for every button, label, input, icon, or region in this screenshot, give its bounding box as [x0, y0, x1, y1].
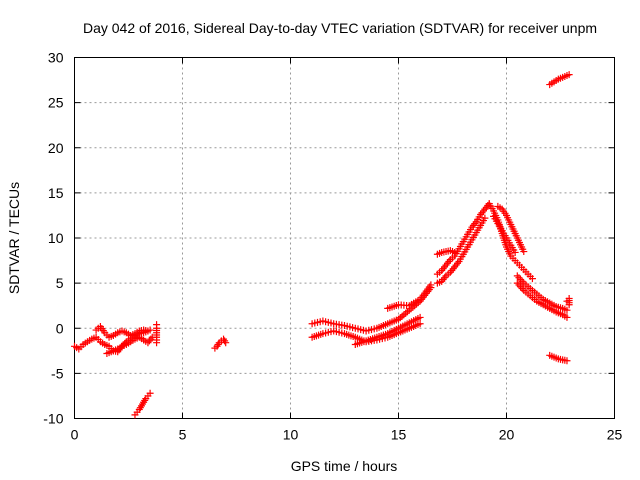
data-point-trail	[221, 337, 229, 345]
data-points	[71, 71, 573, 419]
data-point-trail	[515, 274, 523, 282]
data-point-trail	[517, 283, 525, 291]
data-point-trail	[517, 276, 525, 284]
data-point	[427, 281, 435, 289]
y-tick-label: 10	[48, 230, 64, 246]
axis-ticks: 0 5 10 15 20 25 -10 -5 0 5 10 15 20 25 30	[43, 50, 622, 443]
data-point-trail	[518, 277, 526, 285]
data-point-trail	[515, 281, 523, 289]
data-point-trail	[119, 341, 127, 349]
chart-title: Day 042 of 2016, Sidereal Day-to-day VTE…	[83, 20, 597, 36]
x-tick-label: 10	[283, 427, 299, 443]
data-point	[146, 389, 154, 397]
grid-lines	[74, 57, 615, 419]
data-point-trail	[214, 340, 222, 348]
data-point-trail	[121, 339, 129, 347]
data-point	[565, 71, 573, 79]
data-point	[513, 272, 521, 280]
data-point	[563, 306, 571, 314]
data-point	[116, 344, 124, 352]
y-tick-label: 0	[56, 320, 64, 336]
y-tick-label: 30	[48, 50, 64, 66]
x-tick-label: 15	[391, 427, 407, 443]
y-tick-label: 25	[48, 95, 64, 111]
y-tick-label: 5	[56, 275, 64, 291]
data-point	[563, 313, 571, 321]
y-tick-label: -10	[43, 411, 63, 427]
x-axis-label: GPS time / hours	[291, 458, 398, 474]
data-point	[528, 275, 536, 283]
x-tick-label: 0	[71, 427, 79, 443]
y-tick-label: 15	[48, 185, 64, 201]
y-axis-label: SDTVAR / TECUs	[6, 182, 22, 294]
data-point	[146, 326, 154, 334]
data-point	[513, 279, 521, 287]
data-point	[416, 320, 424, 328]
data-point	[153, 321, 161, 329]
data-point	[416, 313, 424, 321]
data-point-trail	[518, 285, 526, 293]
y-tick-label: 20	[48, 140, 64, 156]
data-point	[222, 339, 230, 347]
data-point	[520, 248, 528, 256]
y-tick-label: -5	[51, 365, 64, 381]
x-tick-label: 25	[607, 427, 623, 443]
data-point-trail	[117, 343, 125, 351]
x-tick-label: 5	[179, 427, 187, 443]
data-point	[511, 248, 519, 256]
x-tick-label: 20	[499, 427, 515, 443]
data-point	[563, 357, 571, 365]
data-point	[481, 214, 489, 222]
data-point	[451, 248, 459, 256]
data-point	[565, 301, 573, 309]
